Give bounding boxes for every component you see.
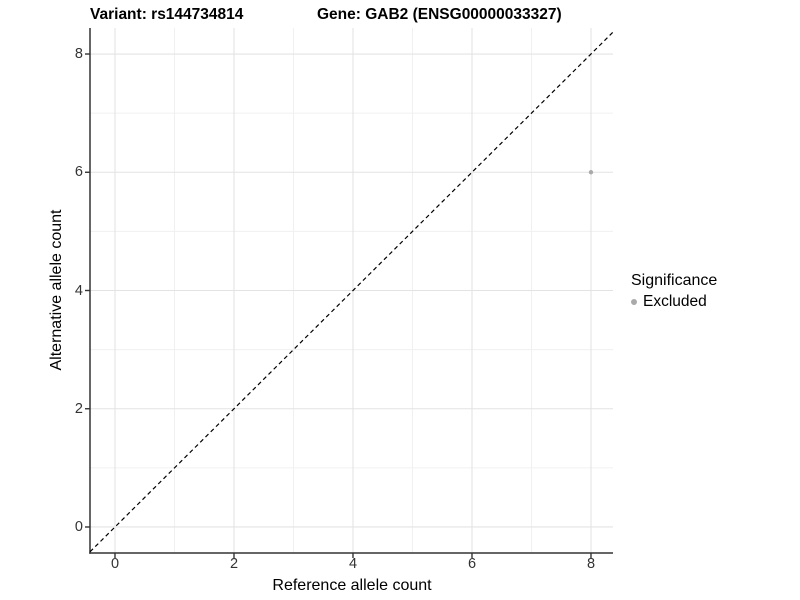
plot-title-gene: Gene: GAB2 (ENSG00000033327) bbox=[317, 6, 562, 23]
y-tick-label: 2 bbox=[74, 400, 83, 417]
legend-item-label: Excluded bbox=[643, 293, 707, 310]
legend-item-excluded: Excluded bbox=[631, 293, 717, 311]
y-tick-label: 8 bbox=[74, 46, 83, 62]
y-tick-label: 0 bbox=[74, 518, 83, 535]
x-tick-label: 8 bbox=[586, 556, 596, 572]
x-tick-label: 0 bbox=[110, 556, 120, 572]
x-axis-title: Reference allele count bbox=[272, 577, 432, 594]
legend-title: Significance bbox=[631, 272, 718, 289]
legend: Significance Excluded bbox=[631, 272, 717, 311]
y-tick-label: 6 bbox=[74, 164, 83, 181]
x-tick-label: 4 bbox=[348, 556, 358, 572]
legend-point-icon bbox=[631, 299, 637, 305]
x-tick-label: 2 bbox=[229, 556, 239, 572]
data-point bbox=[588, 170, 594, 175]
identity-reference-line bbox=[89, 31, 614, 553]
plot-title-variant: Variant: rs144734814 bbox=[90, 6, 244, 23]
x-tick-label: 6 bbox=[467, 556, 477, 572]
y-tick-label: 4 bbox=[74, 282, 83, 299]
